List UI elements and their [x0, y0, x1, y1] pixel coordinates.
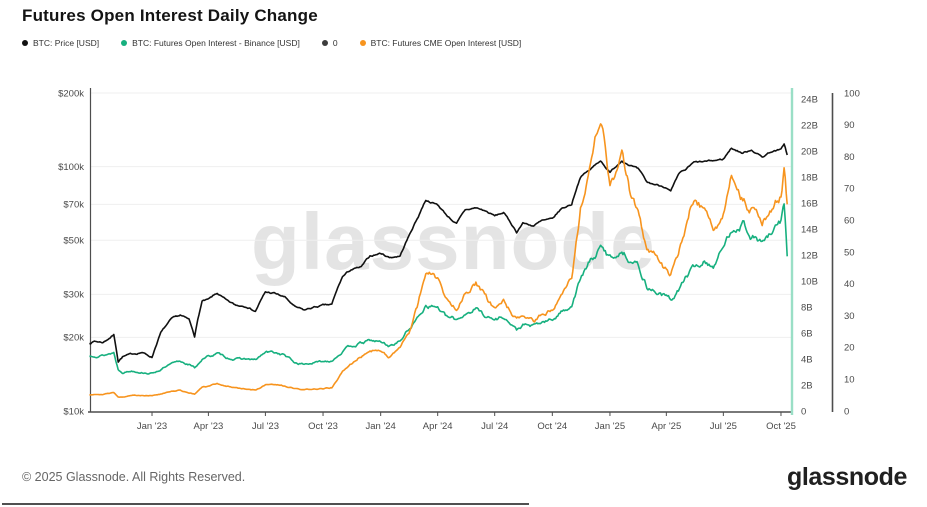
oi-axis-tick-label: 20B	[801, 146, 818, 157]
legend-label: BTC: Futures CME Open Interest [USD]	[370, 38, 522, 48]
oi-axis-tick-label: 16B	[801, 198, 818, 209]
series-cme-open-interest	[89, 123, 788, 398]
x-axis-tick-label: Jul '23	[252, 421, 279, 432]
percent-axis-tick-label: 40	[844, 279, 855, 290]
legend-label: BTC: Futures Open Interest - Binance [US…	[132, 38, 300, 48]
percent-axis-tick-label: 90	[844, 120, 855, 131]
legend: BTC: Price [USD] BTC: Futures Open Intere…	[22, 38, 521, 48]
price-axis-tick-label: $20k	[63, 333, 84, 344]
x-axis-tick-label: Jul '25	[710, 421, 737, 432]
percent-axis-tick-label: 10	[844, 375, 855, 386]
page-title: Futures Open Interest Daily Change	[22, 6, 318, 25]
horizontal-scrollbar-thumb[interactable]	[2, 503, 529, 505]
oi-axis-tick-label: 0	[801, 406, 806, 417]
price-axis-tick-label: $50k	[63, 235, 84, 246]
legend-item[interactable]: BTC: Futures CME Open Interest [USD]	[359, 38, 522, 48]
x-axis-tick-label: Oct '25	[766, 421, 796, 432]
x-axis-tick-label: Apr '24	[423, 421, 453, 432]
legend-item[interactable]: BTC: Price [USD]	[22, 38, 99, 48]
oi-axis-tick-label: 8B	[801, 302, 813, 313]
x-axis-tick-label: Jul '24	[481, 421, 508, 432]
legend-item[interactable]: 0	[321, 38, 338, 48]
price-axis-tick-label: $30k	[63, 290, 84, 301]
oi-axis-tick-label: 22B	[801, 120, 818, 131]
x-axis-tick-label: Jan '24	[366, 421, 396, 432]
oi-axis-tick-label: 14B	[801, 224, 818, 235]
legend-dot-icon	[321, 40, 328, 46]
price-axis-tick-label: $200k	[58, 88, 84, 99]
legend-dot-icon	[359, 40, 366, 46]
percent-axis-tick-label: 60	[844, 216, 855, 227]
percent-axis-tick-label: 30	[844, 311, 855, 322]
oi-axis-tick-label: 18B	[801, 172, 818, 183]
legend-item[interactable]: BTC: Futures Open Interest - Binance [US…	[121, 38, 300, 48]
percent-axis-tick-label: 70	[844, 184, 855, 195]
plot-area[interactable]	[90, 88, 791, 411]
oi-axis-tick-label: 6B	[801, 328, 813, 339]
percent-axis-tick-label: 50	[844, 247, 855, 258]
price-axis-tick-label: $70k	[63, 200, 84, 211]
oi-axis-tick-label: 12B	[801, 250, 818, 261]
x-axis-tick-label: Apr '23	[193, 421, 223, 432]
x-axis-tick-label: Jan '25	[595, 421, 625, 432]
legend-label: 0	[332, 38, 338, 48]
oi-axis-tick-label: 2B	[801, 380, 813, 391]
x-axis-tick-label: Oct '23	[308, 421, 338, 432]
percent-axis-tick-label: 100	[844, 88, 860, 99]
series-btc-price	[89, 143, 788, 363]
legend-dot-icon	[121, 40, 128, 46]
percent-axis-tick-label: 0	[844, 406, 849, 417]
oi-axis-tick-label: 24B	[801, 94, 818, 105]
x-axis-tick-label: Oct '24	[537, 421, 567, 432]
oi-axis-tick-label: 10B	[801, 276, 818, 287]
x-axis-tick-label: Jan '23	[137, 421, 167, 432]
legend-label: BTC: Price [USD]	[33, 38, 100, 48]
glassnode-logo: glassnode	[786, 463, 907, 491]
price-axis-tick-label: $10k	[63, 406, 84, 417]
price-axis-tick-label: $100k	[58, 162, 84, 173]
x-axis-tick-label: Apr '25	[651, 421, 681, 432]
series-binance-open-interest	[89, 203, 788, 375]
watermark: glassnode	[251, 196, 656, 288]
chart-canvas: $200k $100k $70k $50k $30k $20k $10k 0 2B 4B 6B 8B 1…	[58, 88, 860, 432]
percent-axis-tick-label: 20	[844, 343, 855, 354]
legend-dot-icon	[22, 40, 28, 46]
oi-axis-tick-label: 4B	[801, 354, 813, 365]
copyright: © 2025 Glassnode. All Rights Reserved.	[22, 470, 246, 484]
percent-axis-tick-label: 80	[844, 152, 855, 163]
